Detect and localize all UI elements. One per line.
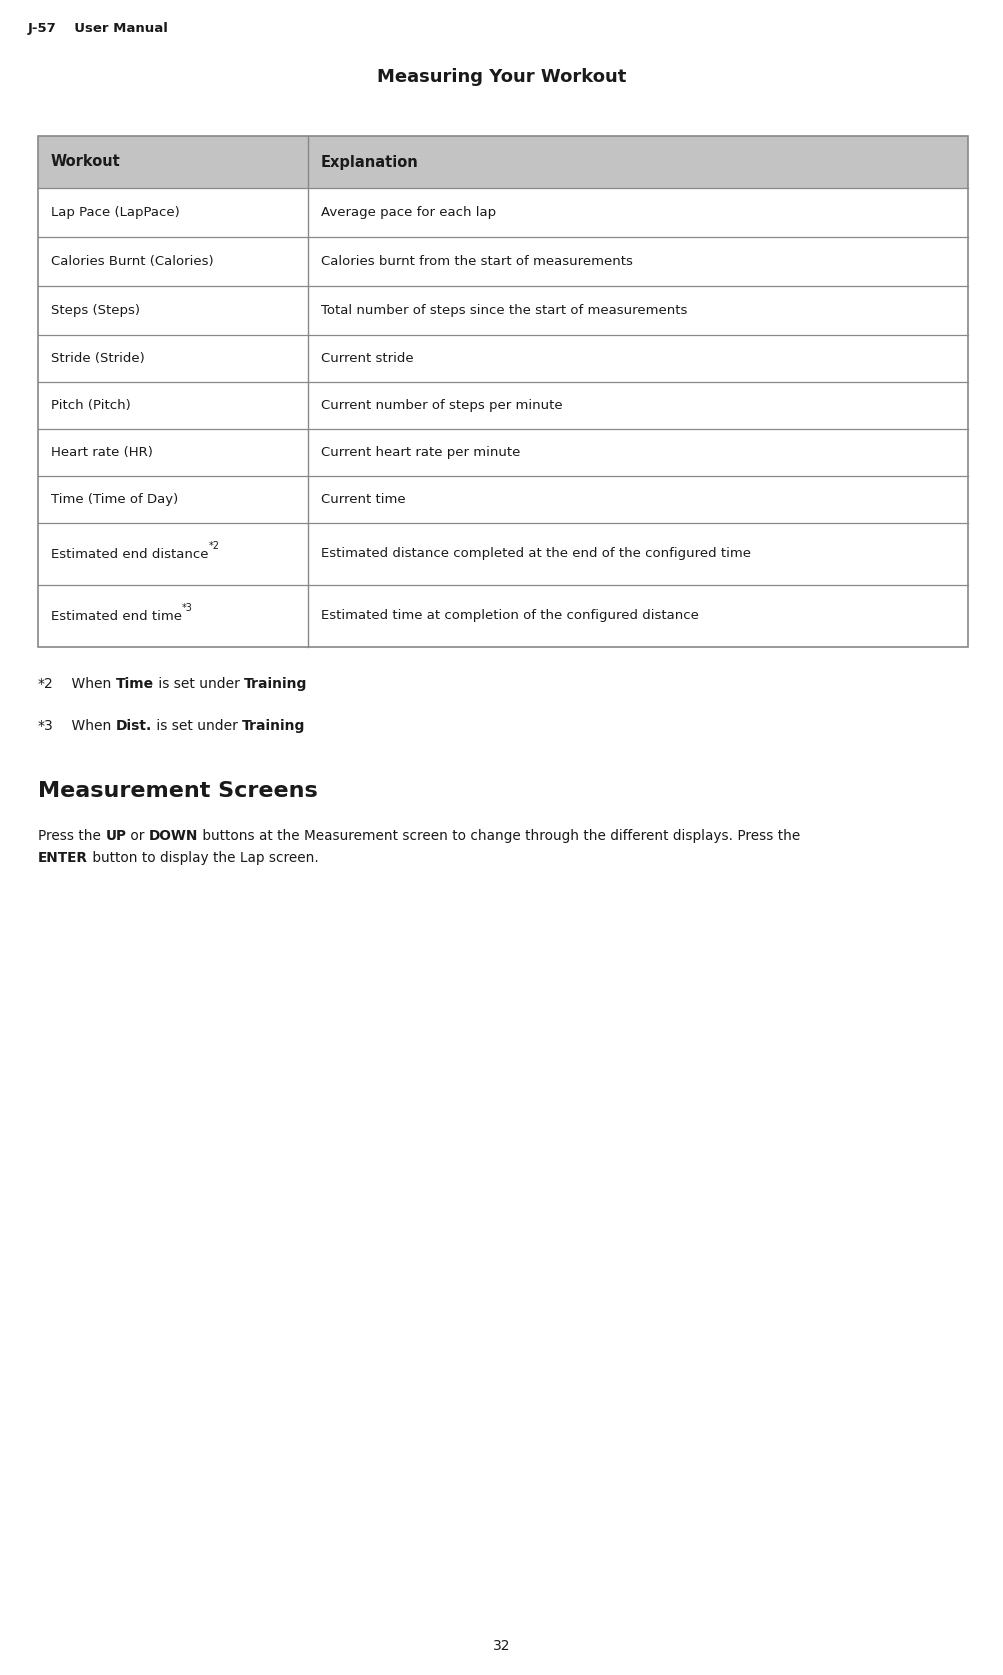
Text: Explanation: Explanation [321,154,418,169]
Text: is set under: is set under [153,677,244,692]
Text: button to display the Lap screen.: button to display the Lap screen. [88,851,318,864]
Bar [38,136,967,647]
Text: Press the: Press the [38,829,105,843]
Text: J-57    User Manual: J-57 User Manual [28,22,169,35]
Text: Measurement Screens: Measurement Screens [38,781,317,801]
Text: Calories burnt from the start of measurements: Calories burnt from the start of measure… [321,255,632,268]
Text: is set under: is set under [151,719,242,734]
Text: Current number of steps per minute: Current number of steps per minute [321,399,562,412]
Text: Current stride: Current stride [321,352,413,365]
Text: Time: Time [115,677,153,692]
Text: Time (Time of Day): Time (Time of Day) [51,492,179,506]
Text: Calories Burnt (Calories): Calories Burnt (Calories) [51,255,214,268]
Text: Training: Training [242,719,305,734]
Text: or: or [126,829,148,843]
Text: Current heart rate per minute: Current heart rate per minute [321,446,520,459]
Text: Stride (Stride): Stride (Stride) [51,352,144,365]
Text: Pitch (Pitch): Pitch (Pitch) [51,399,130,412]
Text: *3: *3 [38,719,54,734]
Bar [38,136,967,188]
Text: Heart rate (HR): Heart rate (HR) [51,446,152,459]
Text: *2: *2 [209,541,220,551]
Text: Workout: Workout [51,154,120,169]
Text: Measuring Your Workout: Measuring Your Workout [377,69,626,85]
Text: Estimated time at completion of the configured distance: Estimated time at completion of the conf… [321,610,698,623]
Text: Current time: Current time [321,492,405,506]
Text: Estimated end time: Estimated end time [51,610,182,623]
Text: DOWN: DOWN [148,829,198,843]
Text: Training: Training [244,677,307,692]
Text: ENTER: ENTER [38,851,88,864]
Text: Steps (Steps): Steps (Steps) [51,303,139,317]
Text: Lap Pace (LapPace): Lap Pace (LapPace) [51,206,180,219]
Text: Total number of steps since the start of measurements: Total number of steps since the start of… [321,303,687,317]
Text: 32: 32 [492,1640,511,1653]
Text: When: When [54,719,115,734]
Text: buttons at the Measurement screen to change through the different displays. Pres: buttons at the Measurement screen to cha… [198,829,799,843]
Text: *3: *3 [182,603,193,613]
Text: *2: *2 [38,677,54,692]
Text: UP: UP [105,829,126,843]
Text: When: When [54,677,115,692]
Text: Estimated distance completed at the end of the configured time: Estimated distance completed at the end … [321,548,750,561]
Text: Dist.: Dist. [115,719,151,734]
Text: Estimated end distance: Estimated end distance [51,548,209,561]
Text: Average pace for each lap: Average pace for each lap [321,206,495,219]
